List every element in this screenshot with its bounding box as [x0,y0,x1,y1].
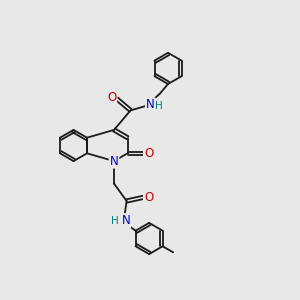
Text: N: N [110,154,118,168]
Text: O: O [144,191,153,204]
Text: H: H [111,215,119,226]
Text: O: O [107,91,116,104]
Text: N: N [122,214,130,227]
Text: O: O [144,147,153,160]
Text: N: N [146,98,155,111]
Text: H: H [155,101,163,112]
